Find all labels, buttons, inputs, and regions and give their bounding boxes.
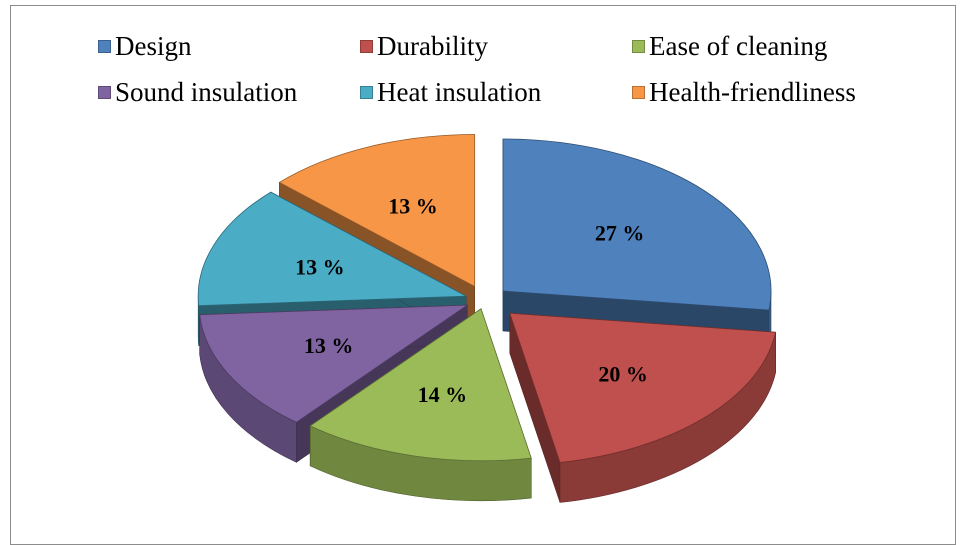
pie-slice-durability — [509, 312, 777, 503]
pie-slice-top — [197, 191, 468, 307]
pie-slice-ease-of-cleaning — [309, 308, 532, 502]
legend-swatch-health-friendliness — [632, 86, 645, 99]
legend-label-health-friendliness: Health-friendliness — [649, 77, 856, 107]
legend-swatch-design — [98, 40, 111, 53]
legend-swatch-sound-insulation — [98, 86, 111, 99]
legend-swatch-heat-insulation — [360, 86, 373, 99]
data-label-heat-insulation: 13 % — [295, 254, 345, 279]
pie-slice-top — [502, 138, 772, 311]
legend-label-design: Design — [115, 31, 192, 61]
data-label-sound-insulation: 13 % — [304, 333, 354, 358]
legend-swatch-durability — [360, 40, 373, 53]
pie-slice-top — [199, 304, 469, 423]
pie-slice-top — [309, 308, 532, 462]
legend-item-design: Design — [98, 33, 192, 60]
data-label-design: 27 % — [595, 221, 645, 246]
chart-legend: Design Durability Ease of cleaning Sound… — [0, 0, 960, 120]
legend-item-durability: Durability — [360, 33, 488, 60]
legend-label-heat-insulation: Heat insulation — [377, 77, 542, 107]
data-label-durability: 20 % — [598, 362, 648, 387]
data-label-ease-of-cleaning: 14 % — [418, 382, 468, 407]
legend-label-ease-of-cleaning: Ease of cleaning — [649, 31, 828, 61]
data-label-health-friendliness: 13 % — [388, 194, 438, 219]
legend-swatch-ease-of-cleaning — [632, 40, 645, 53]
legend-item-health-friendliness: Health-friendliness — [632, 79, 856, 106]
pie-slice-top — [509, 312, 777, 463]
pie-slice-top — [278, 134, 476, 288]
legend-label-sound-insulation: Sound insulation — [115, 77, 298, 107]
legend-item-heat-insulation: Heat insulation — [360, 79, 541, 106]
legend-label-durability: Durability — [377, 31, 488, 61]
pie-chart: 27 % 20 % 14 % 13 % 13 % 13 % — [197, 134, 777, 503]
legend-item-ease-of-cleaning: Ease of cleaning — [632, 33, 827, 60]
legend-item-sound-insulation: Sound insulation — [98, 79, 297, 106]
